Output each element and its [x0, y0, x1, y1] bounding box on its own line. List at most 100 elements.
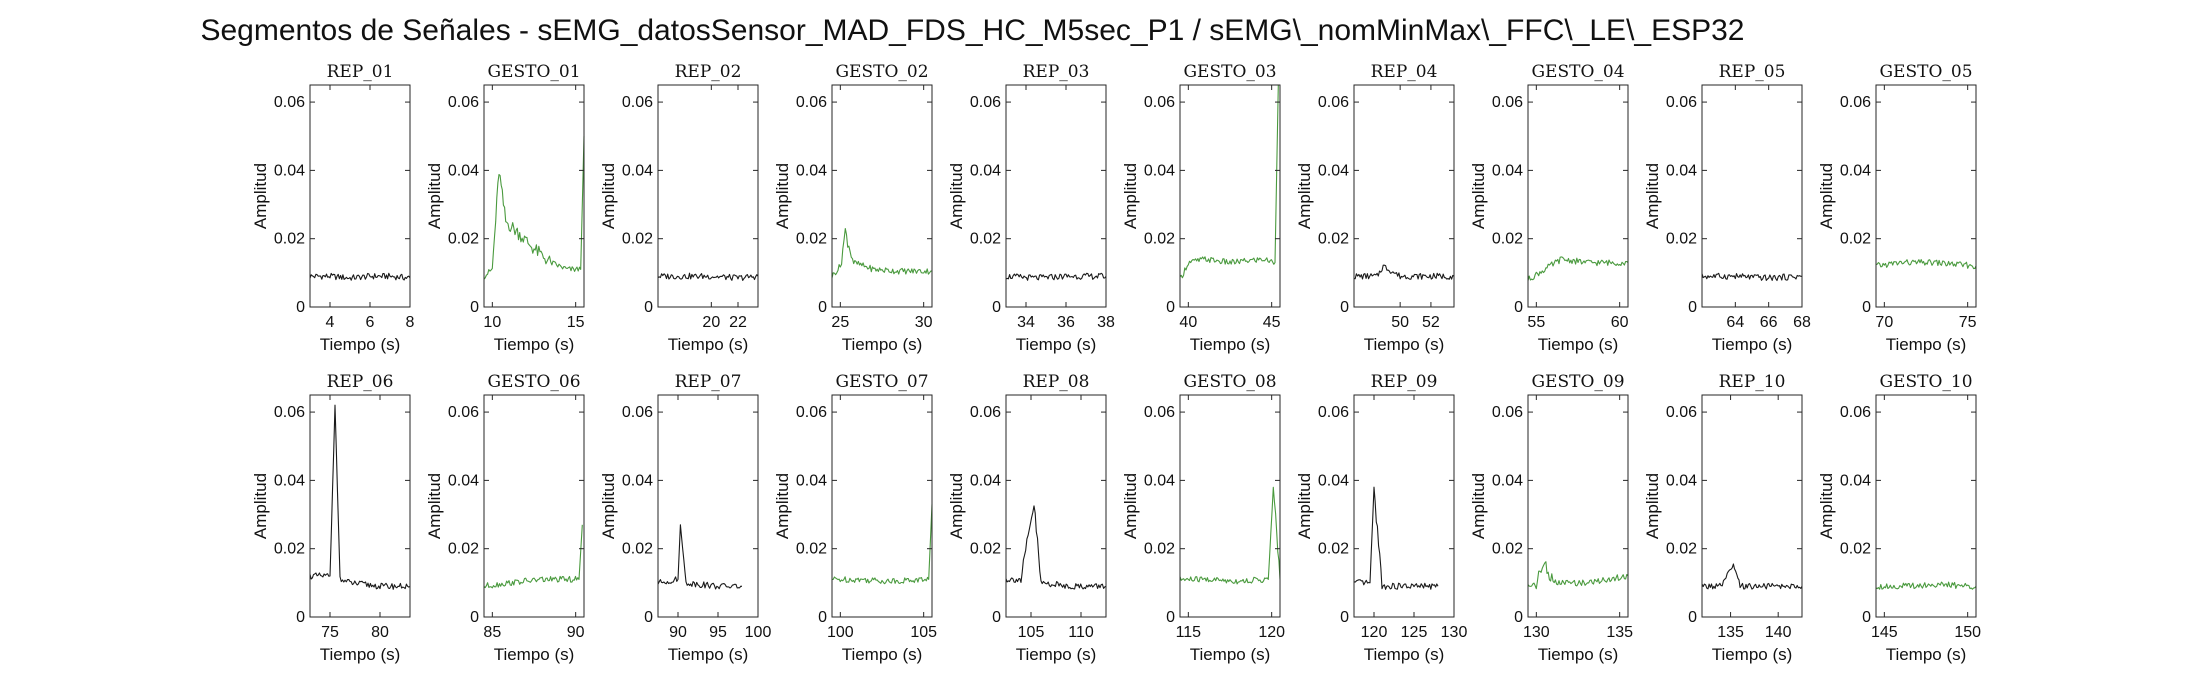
subplot-gesto-08: GESTO_08 0 0.02 0.04 0.06 115 120 Tiempo (s) Amp…: [1121, 372, 1285, 664]
x-tick-label: 95: [709, 624, 727, 641]
y-axis-label: Amplitud: [1469, 163, 1488, 229]
y-tick-label: 0.06: [448, 404, 479, 421]
axes-box: [483, 84, 585, 308]
y-tick-label: 0.06: [1840, 404, 1871, 421]
signal-line: [1353, 486, 1439, 590]
x-tick-label: 150: [1954, 624, 1981, 641]
axes-box: [657, 394, 759, 618]
x-tick-label: 110: [1068, 624, 1094, 641]
y-tick-label: 0: [1340, 609, 1349, 626]
y-tick-label: 0.02: [1144, 541, 1175, 558]
x-axis-label: Tiempo (s): [320, 335, 401, 354]
subplot-title: REP_06: [327, 372, 394, 392]
x-tick-label: 38: [1097, 314, 1115, 331]
axes-box: [1005, 84, 1107, 308]
x-tick-label: 52: [1422, 314, 1440, 331]
y-tick-label: 0: [1340, 299, 1349, 316]
x-tick-label: 36: [1057, 314, 1075, 331]
x-tick-label: 130: [1523, 624, 1550, 641]
y-tick-label: 0: [296, 609, 305, 626]
y-axis-label: Amplitud: [1469, 473, 1488, 539]
subplot-gesto-01: GESTO_01 0 0.02 0.04 0.06 10 15 Tiempo (s) Ampli…: [425, 62, 585, 354]
x-axis-label: Tiempo (s): [668, 335, 749, 354]
signal-line: [1179, 486, 1281, 585]
y-tick-label: 0.02: [622, 231, 653, 248]
y-axis-label: Amplitud: [947, 473, 966, 539]
y-tick-label: 0.04: [1492, 162, 1523, 179]
subplot-title: REP_08: [1023, 372, 1090, 392]
y-tick-label: 0.02: [448, 541, 479, 558]
x-tick-label: 120: [1361, 624, 1388, 641]
subplot-title: REP_05: [1719, 62, 1786, 82]
x-tick-label: 135: [1717, 624, 1744, 641]
signal-line: [1875, 581, 1977, 590]
y-axis-label: Amplitud: [1817, 473, 1836, 539]
x-tick-label: 25: [831, 314, 849, 331]
subplot-title: REP_09: [1371, 372, 1438, 392]
y-tick-label: 0.06: [1318, 404, 1349, 421]
x-axis-label: Tiempo (s): [1538, 645, 1619, 664]
y-tick-label: 0.06: [622, 94, 653, 111]
axes-box: [309, 394, 411, 618]
x-tick-label: 55: [1527, 314, 1545, 331]
axes-box: [483, 394, 585, 618]
y-tick-label: 0.02: [1840, 541, 1871, 558]
subplot-title: GESTO_02: [835, 62, 928, 82]
x-tick-label: 145: [1871, 624, 1898, 641]
signal-line: [657, 272, 759, 281]
x-axis-label: Tiempo (s): [1364, 645, 1445, 664]
y-tick-label: 0.02: [796, 541, 827, 558]
x-tick-label: 66: [1760, 314, 1778, 331]
axes-box: [1527, 394, 1629, 618]
y-tick-label: 0: [818, 299, 827, 316]
y-axis-label: Amplitud: [773, 163, 792, 229]
signal-line: [1179, 84, 1279, 279]
y-tick-label: 0.04: [1318, 472, 1349, 489]
y-tick-label: 0.02: [274, 541, 305, 558]
y-tick-label: 0.04: [622, 162, 653, 179]
y-tick-label: 0.04: [1666, 162, 1697, 179]
axes-box: [1701, 84, 1803, 308]
subplot-gesto-09: GESTO_09 0 0.02 0.04 0.06 130 135 Tiempo (s) Amp…: [1469, 372, 1633, 664]
x-tick-label: 105: [910, 624, 937, 641]
x-tick-label: 90: [567, 624, 585, 641]
y-tick-label: 0.04: [796, 472, 827, 489]
y-tick-label: 0.06: [1144, 404, 1175, 421]
y-tick-label: 0: [644, 299, 653, 316]
y-tick-label: 0.06: [796, 94, 827, 111]
y-tick-label: 0.02: [274, 231, 305, 248]
subplot-rep-02: REP_02 0 0.02 0.04 0.06 20 22 Tiempo (s) Amplitu…: [599, 62, 759, 354]
y-axis-label: Amplitud: [425, 473, 444, 539]
subplot-rep-10: REP_10 0 0.02 0.04 0.06 135 140 Tiempo (s) Ampli…: [1643, 372, 1803, 664]
x-axis-label: Tiempo (s): [494, 335, 575, 354]
axes-box: [1005, 394, 1107, 618]
y-tick-label: 0.06: [1318, 94, 1349, 111]
y-axis-label: Amplitud: [1643, 473, 1662, 539]
subplot-rep-07: REP_07 0 0.02 0.04 0.06 90 95 100 Tiempo (s) Ampl…: [599, 372, 771, 664]
x-axis-label: Tiempo (s): [1016, 645, 1097, 664]
x-tick-label: 10: [483, 314, 501, 331]
x-axis-label: Tiempo (s): [1538, 335, 1619, 354]
x-tick-label: 80: [371, 624, 389, 641]
y-tick-label: 0.04: [1840, 162, 1871, 179]
y-tick-label: 0.04: [1492, 472, 1523, 489]
signal-line: [1005, 272, 1107, 281]
y-axis-label: Amplitud: [1295, 473, 1314, 539]
subplot-title: GESTO_01: [487, 62, 580, 82]
y-tick-label: 0.04: [1666, 472, 1697, 489]
y-tick-label: 0: [992, 609, 1001, 626]
y-tick-label: 0.04: [970, 162, 1001, 179]
x-tick-label: 40: [1179, 314, 1197, 331]
y-tick-label: 0.04: [448, 472, 479, 489]
x-tick-label: 130: [1441, 624, 1468, 641]
subplot-title: REP_02: [675, 62, 742, 82]
x-axis-label: Tiempo (s): [842, 645, 923, 664]
y-tick-label: 0.04: [274, 472, 305, 489]
x-axis-label: Tiempo (s): [494, 645, 575, 664]
y-tick-label: 0.06: [1666, 404, 1697, 421]
signal-line: [1005, 505, 1107, 590]
x-tick-label: 120: [1258, 624, 1285, 641]
y-tick-label: 0.04: [1144, 162, 1175, 179]
y-tick-label: 0.02: [1666, 541, 1697, 558]
